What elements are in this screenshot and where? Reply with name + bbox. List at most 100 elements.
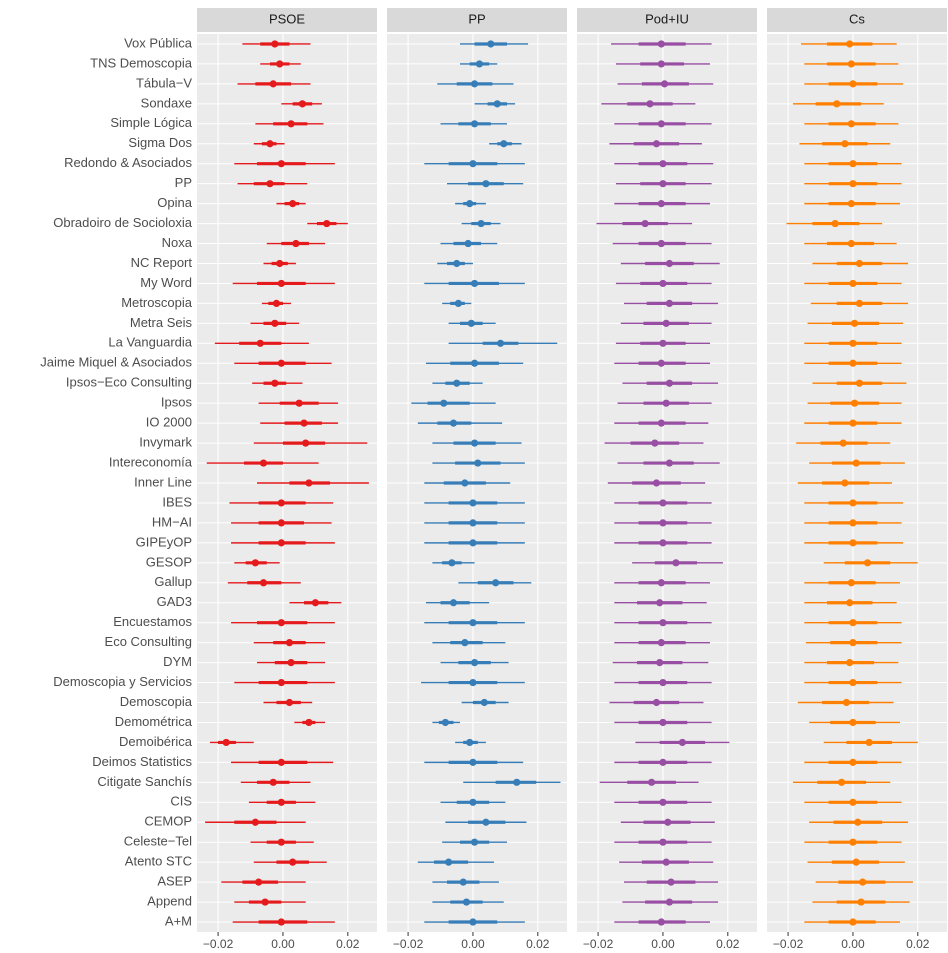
x-tick-label: −0.02 bbox=[393, 937, 424, 951]
point bbox=[277, 519, 285, 527]
point bbox=[855, 259, 864, 268]
point bbox=[453, 259, 461, 268]
category-label: Opina bbox=[157, 195, 192, 210]
point bbox=[849, 918, 857, 926]
point bbox=[647, 778, 656, 786]
point bbox=[664, 818, 672, 826]
point bbox=[665, 379, 674, 387]
x-tick-label: 0.00 bbox=[271, 937, 295, 951]
point bbox=[641, 219, 649, 228]
point bbox=[276, 259, 284, 268]
category-label: Jaime Miquel & Asociados bbox=[40, 355, 192, 370]
point bbox=[849, 519, 857, 527]
point bbox=[256, 339, 264, 347]
point bbox=[298, 100, 307, 108]
point bbox=[849, 419, 857, 427]
category-label: A+M bbox=[165, 913, 192, 928]
point bbox=[846, 659, 854, 667]
point bbox=[849, 539, 857, 547]
point bbox=[831, 219, 839, 228]
point bbox=[847, 60, 855, 68]
category-label: Gallup bbox=[154, 574, 192, 589]
point bbox=[482, 818, 490, 826]
point bbox=[305, 479, 313, 487]
point bbox=[657, 419, 665, 427]
point bbox=[659, 180, 667, 188]
point bbox=[470, 439, 479, 447]
point bbox=[470, 659, 479, 667]
point bbox=[469, 798, 477, 806]
category-label: GAD3 bbox=[157, 594, 192, 609]
category-label: HM−AI bbox=[152, 514, 192, 529]
point bbox=[271, 379, 279, 387]
point bbox=[287, 659, 295, 667]
category-label: Inner Line bbox=[134, 474, 192, 489]
point bbox=[255, 878, 263, 886]
x-tick-label: −0.02 bbox=[583, 937, 614, 951]
panel-title: Pod+IU bbox=[645, 11, 689, 26]
point bbox=[287, 120, 295, 128]
point bbox=[657, 359, 665, 367]
point bbox=[849, 639, 857, 647]
point bbox=[300, 419, 308, 427]
strip bbox=[577, 8, 757, 32]
point bbox=[849, 678, 857, 687]
category-label: Metra Seis bbox=[130, 315, 193, 330]
point bbox=[667, 878, 675, 886]
point bbox=[849, 339, 857, 347]
point bbox=[846, 599, 854, 607]
point bbox=[295, 399, 303, 407]
point bbox=[652, 698, 661, 707]
point bbox=[859, 878, 867, 886]
point bbox=[285, 698, 294, 707]
category-label: CIS bbox=[170, 794, 192, 809]
strip bbox=[197, 8, 377, 32]
point bbox=[865, 738, 873, 747]
point bbox=[259, 459, 268, 467]
point bbox=[849, 619, 857, 627]
point bbox=[276, 60, 284, 68]
category-label: Obradoiro de Socioloxia bbox=[53, 215, 193, 230]
x-tick-label: 0.02 bbox=[716, 937, 740, 951]
x-tick-label: 0.02 bbox=[526, 937, 550, 951]
category-label: CEMOP bbox=[144, 814, 192, 829]
point bbox=[837, 778, 846, 786]
point bbox=[659, 499, 667, 507]
point bbox=[850, 399, 859, 407]
category-label: TNS Demoscopia bbox=[90, 55, 193, 70]
point bbox=[500, 140, 508, 148]
category-label: Demoibérica bbox=[119, 734, 193, 749]
point bbox=[846, 40, 854, 48]
point bbox=[277, 798, 285, 806]
point bbox=[323, 219, 331, 228]
point bbox=[251, 559, 259, 567]
point bbox=[469, 499, 477, 507]
point bbox=[470, 80, 479, 88]
point bbox=[453, 379, 461, 387]
point bbox=[311, 599, 319, 607]
point bbox=[841, 479, 849, 487]
point bbox=[277, 160, 285, 168]
point bbox=[289, 858, 297, 866]
point bbox=[462, 898, 471, 906]
point bbox=[657, 918, 665, 926]
point bbox=[474, 459, 482, 467]
point bbox=[849, 160, 857, 168]
point bbox=[277, 758, 285, 766]
category-label: Tábula−V bbox=[136, 75, 192, 90]
point bbox=[833, 100, 841, 108]
point bbox=[850, 319, 859, 327]
point bbox=[665, 459, 674, 467]
category-label: Citigate Sanchís bbox=[97, 774, 192, 789]
point bbox=[855, 379, 864, 387]
point bbox=[271, 319, 279, 327]
point bbox=[277, 678, 285, 687]
category-label: Simple Lógica bbox=[110, 115, 192, 130]
point bbox=[659, 339, 667, 347]
point bbox=[659, 619, 667, 627]
point bbox=[656, 599, 664, 607]
point bbox=[852, 459, 860, 467]
point bbox=[657, 60, 665, 68]
point bbox=[665, 259, 674, 268]
point bbox=[469, 519, 477, 527]
